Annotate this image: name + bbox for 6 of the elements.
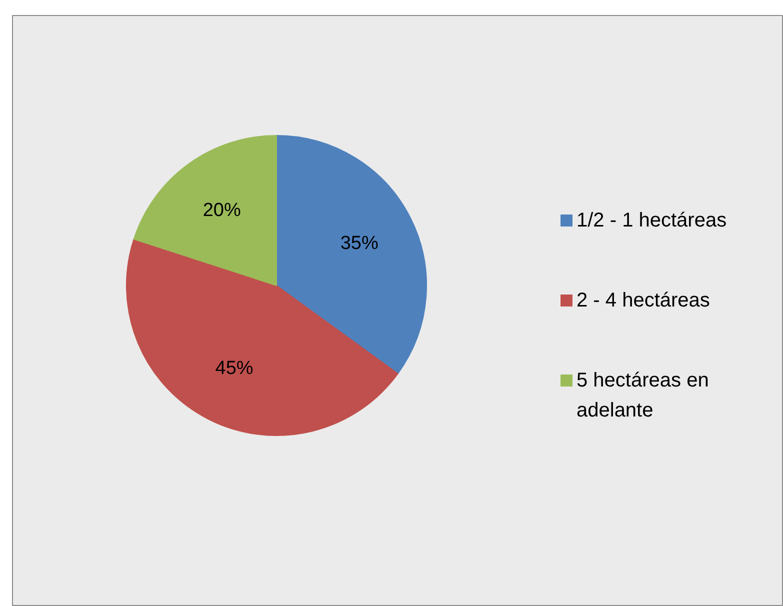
legend-label: 5 hectáreas en adelante (576, 370, 709, 422)
legend-label: 2 - 4 hectáreas (576, 290, 710, 312)
data-label: 20% (202, 200, 241, 221)
data-label: 45% (215, 358, 254, 379)
data-label: 35% (340, 232, 378, 254)
legend-label: 1/2 - 1 hectáreas (576, 210, 727, 232)
